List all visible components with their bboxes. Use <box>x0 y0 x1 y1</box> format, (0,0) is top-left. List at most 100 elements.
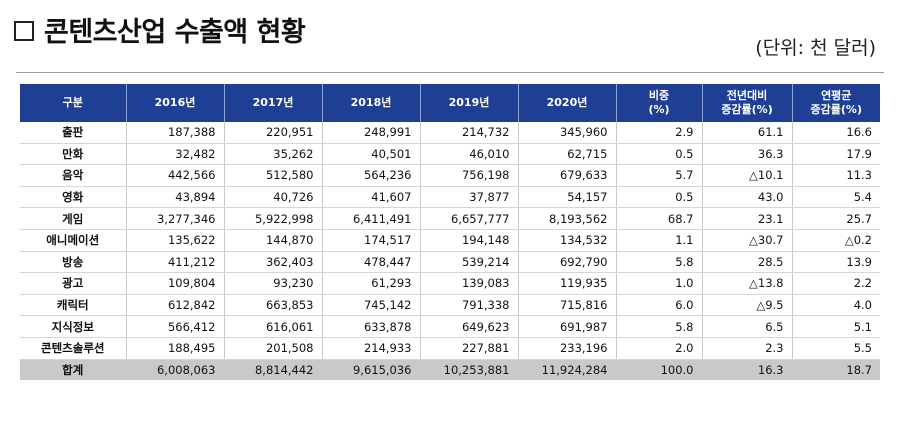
column-header-label: 연평균 <box>821 89 852 102</box>
category-cell: 콘텐츠솔루션 <box>20 337 127 360</box>
value-cell: 62,715 <box>518 143 617 166</box>
column-header: 2018년 <box>322 84 421 122</box>
value-cell: 227,881 <box>420 337 519 360</box>
value-cell: 8,814,442 <box>224 359 323 381</box>
value-cell: 188,495 <box>126 337 225 360</box>
value-cell: 35,262 <box>224 143 323 166</box>
value-cell: 5.8 <box>616 315 703 338</box>
value-cell: 649,623 <box>420 315 519 338</box>
value-cell: 1.0 <box>616 272 703 295</box>
value-cell: 345,960 <box>518 122 617 144</box>
total-row: 합계 6,008,063 8,814,442 9,615,036 10,253,881 1… <box>20 359 880 381</box>
value-cell: 16.3 <box>702 359 793 381</box>
value-cell: 135,622 <box>126 229 225 252</box>
value-cell: 566,412 <box>126 315 225 338</box>
value-cell: 119,935 <box>518 272 617 295</box>
column-header: 2017년 <box>224 84 323 122</box>
value-cell: 5,922,998 <box>224 207 323 230</box>
value-cell: △10.1 <box>702 164 793 187</box>
table-header-row: 구분 2016년 2017년 2018년 2019년 2020년 비중 (%) 전년대비 증감률(… <box>20 84 880 122</box>
column-header-label: 비중 <box>648 89 670 102</box>
value-cell: 17.9 <box>792 143 880 166</box>
category-cell: 캐릭터 <box>20 294 127 317</box>
value-cell: 220,951 <box>224 122 323 144</box>
value-cell: 40,501 <box>322 143 421 166</box>
value-cell: 174,517 <box>322 229 421 252</box>
value-cell: 663,853 <box>224 294 323 317</box>
value-cell: 93,230 <box>224 272 323 295</box>
value-cell: 214,933 <box>322 337 421 360</box>
column-header: 전년대비 증감률(%) <box>702 84 793 122</box>
value-cell: 61,293 <box>322 272 421 295</box>
category-cell: 출판 <box>20 122 127 144</box>
value-cell: 512,580 <box>224 164 323 187</box>
value-cell: 214,732 <box>420 122 519 144</box>
table-row: 콘텐츠솔루션 188,495 201,508 214,933 227,881 233,19… <box>20 337 880 360</box>
value-cell: 4.0 <box>792 294 880 317</box>
unit-label: (단위: 천 달러) <box>755 37 876 59</box>
value-cell: 16.6 <box>792 122 880 144</box>
table-row: 캐릭터 612,842 663,853 745,142 791,338 715,816 6.… <box>20 294 880 317</box>
column-header-label: 증감률(%) <box>810 103 862 116</box>
table-row: 만화 32,482 35,262 40,501 46,010 62,715 0.5 36.3 1… <box>20 143 880 166</box>
value-cell: 37,877 <box>420 186 519 209</box>
value-cell: 633,878 <box>322 315 421 338</box>
column-header: 2016년 <box>126 84 225 122</box>
value-cell: 139,083 <box>420 272 519 295</box>
table-row: 음악 442,566 512,580 564,236 756,198 679,633 5.7… <box>20 164 880 187</box>
value-cell: 616,061 <box>224 315 323 338</box>
value-cell: 41,607 <box>322 186 421 209</box>
column-header: 2020년 <box>518 84 617 122</box>
value-cell: 791,338 <box>420 294 519 317</box>
value-cell: 61.1 <box>702 122 793 144</box>
category-cell: 방송 <box>20 251 127 274</box>
category-cell: 게임 <box>20 207 127 230</box>
column-header-label: 2020년 <box>546 96 588 109</box>
value-cell: 11,924,284 <box>518 359 617 381</box>
value-cell: 362,403 <box>224 251 323 274</box>
value-cell: 5.1 <box>792 315 880 338</box>
title-row: 콘텐츠산업 수출액 현황 <box>14 10 306 49</box>
table-row: 광고 109,804 93,230 61,293 139,083 119,935 1.0 △1… <box>20 272 880 295</box>
value-cell: 442,566 <box>126 164 225 187</box>
column-header-label: 2016년 <box>154 96 196 109</box>
column-header: 2019년 <box>420 84 519 122</box>
category-cell: 만화 <box>20 143 127 166</box>
value-cell: 36.3 <box>702 143 793 166</box>
value-cell: 18.7 <box>792 359 880 381</box>
value-cell: 194,148 <box>420 229 519 252</box>
value-cell: △9.5 <box>702 294 793 317</box>
value-cell: 28.5 <box>702 251 793 274</box>
column-header-label: 2017년 <box>252 96 294 109</box>
column-header-label: 증감률(%) <box>721 103 773 116</box>
value-cell: 43,894 <box>126 186 225 209</box>
value-cell: 2.3 <box>702 337 793 360</box>
value-cell: 100.0 <box>616 359 703 381</box>
column-header-label: 전년대비 <box>726 89 768 102</box>
value-cell: 1.1 <box>616 229 703 252</box>
category-cell: 지식정보 <box>20 315 127 338</box>
value-cell: 8,193,562 <box>518 207 617 230</box>
table-row: 애니메이션 135,622 144,870 174,517 194,148 134,532… <box>20 229 880 252</box>
value-cell: 5.8 <box>616 251 703 274</box>
value-cell: 692,790 <box>518 251 617 274</box>
value-cell: 0.5 <box>616 143 703 166</box>
value-cell: 134,532 <box>518 229 617 252</box>
value-cell: 25.7 <box>792 207 880 230</box>
value-cell: 6.5 <box>702 315 793 338</box>
value-cell: 248,991 <box>322 122 421 144</box>
value-cell: 144,870 <box>224 229 323 252</box>
value-cell: 691,987 <box>518 315 617 338</box>
value-cell: 11.3 <box>792 164 880 187</box>
value-cell: 201,508 <box>224 337 323 360</box>
column-header: 구분 <box>20 84 127 122</box>
column-header: 비중 (%) <box>616 84 703 122</box>
value-cell: 679,633 <box>518 164 617 187</box>
column-header-label: (%) <box>648 103 670 116</box>
value-cell: 6,008,063 <box>126 359 225 381</box>
value-cell: 478,447 <box>322 251 421 274</box>
value-cell: 109,804 <box>126 272 225 295</box>
value-cell: 2.2 <box>792 272 880 295</box>
table-row: 게임 3,277,346 5,922,998 6,411,491 6,657,777 8,… <box>20 207 880 230</box>
value-cell: 32,482 <box>126 143 225 166</box>
